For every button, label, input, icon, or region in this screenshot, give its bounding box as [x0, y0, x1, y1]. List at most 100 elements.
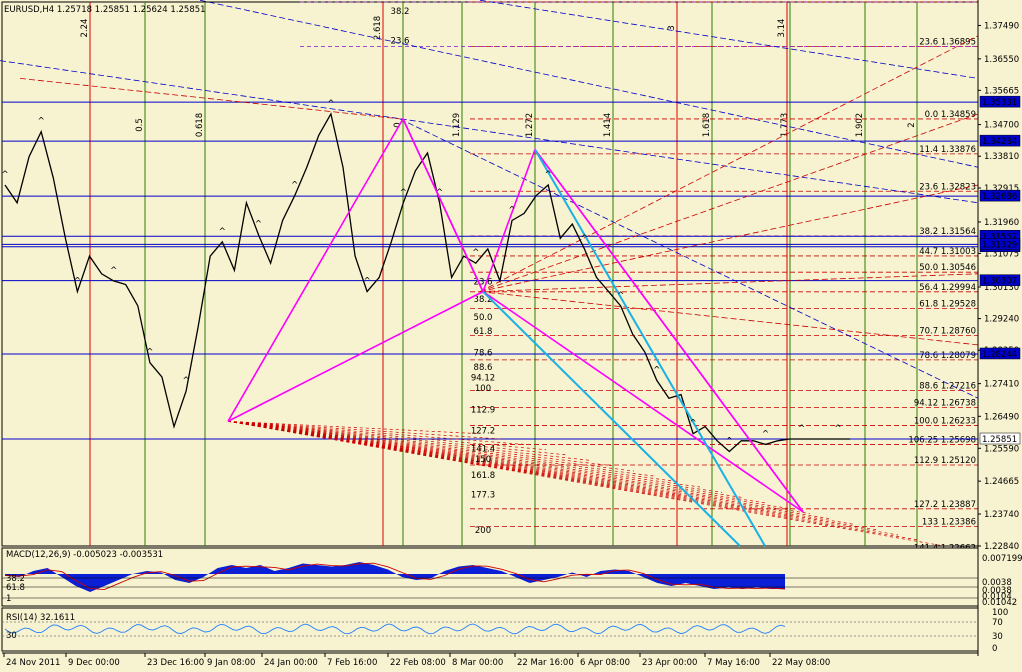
fib-level-label-16: 112.9 1.25120 — [914, 456, 976, 466]
fib-level-label-8: 56.4 1.29994 — [919, 283, 976, 293]
mid-fib-label-11: 150 — [475, 455, 491, 465]
boxed-level-1 — [979, 134, 1021, 147]
fib-level-label-10: 70.7 1.28760 — [919, 327, 976, 337]
fib-level-label-3: 11.4 1.33876 — [919, 145, 976, 155]
red-fan-14 — [227, 420, 789, 509]
top-fib-label-0: 38.2 — [391, 7, 410, 17]
boxed-level-7 — [979, 347, 1021, 360]
fib-level-label-6: 44.7 1.31003 — [919, 247, 976, 257]
red-fan-6 — [227, 420, 613, 467]
red-fan-17 — [227, 420, 855, 525]
red-fan-9 — [227, 420, 679, 483]
price-axis-bg — [978, 0, 1022, 672]
price-tick-label-3: 1.34700 — [984, 121, 1019, 131]
fractal-up-0: ^ — [1, 170, 8, 180]
fan-line-5 — [479, 35, 979, 292]
fib-level-label-5: 38.2 1.31564 — [919, 227, 976, 237]
time-tick-label-10: 23 Apr 00:00 — [642, 658, 697, 668]
rsi-line — [4, 623, 786, 635]
rsi-axis-label-0: 100 — [992, 608, 1008, 618]
fib-level-label-14: 100.0 1.26233 — [914, 416, 976, 426]
boxed-level-0 — [979, 95, 1021, 108]
time-tick-label-1: 9 Dec 00:00 — [68, 658, 120, 668]
price-tick-label-6: 1.31960 — [984, 218, 1019, 228]
fib-level-label-17: 127.2 1.23887 — [914, 500, 976, 510]
red-fan-3 — [227, 420, 547, 451]
fractal-up-21: ^ — [255, 220, 262, 230]
fractal-up-6: ^ — [74, 277, 81, 287]
ratio-line-label-9: 2 — [907, 122, 917, 127]
fan-line-6 — [479, 113, 979, 292]
boxed-level-label-5: 1.31329 — [982, 240, 1017, 250]
mid-fib-label-10: 141.4 — [471, 444, 495, 454]
price-tick-label-4: 1.33810 — [984, 152, 1019, 162]
ratio-line-label-2: 0 — [393, 122, 403, 127]
ratio-line-label-8: 1.902 — [855, 113, 865, 137]
fractal-up-57: ^ — [689, 419, 696, 429]
macd-level-label-0: 38.2 — [6, 574, 25, 584]
price-tick-label-2: 1.35665 — [984, 86, 1019, 96]
boxed-level-label-6: 1.30307 — [982, 277, 1017, 287]
fractal-up-60: ^ — [726, 436, 733, 446]
fib-level-label-1: 23.6 1.36895 — [919, 38, 976, 48]
mid-fib-label-3: 61.8 — [474, 327, 493, 337]
macd-signal-line — [4, 562, 786, 591]
ratio-line-label-12: 3 — [667, 25, 677, 30]
pattern-cd-leg — [534, 148, 804, 513]
fib-level-label-11: 78.6 1.28079 — [919, 351, 976, 361]
fan-line-1 — [199, 0, 979, 168]
rsi-title: RSI(14) 32.1611 — [6, 613, 75, 623]
rsi-axis-label-3: 0 — [992, 644, 997, 654]
macd-level-label-1: 61.8 — [6, 583, 25, 593]
mid-fib-label-0: 23.6 — [474, 277, 493, 287]
fib-level-label-4: 23.6 1.32823 — [919, 182, 976, 192]
red-fan-5 — [227, 420, 591, 461]
fib-level-label-18: 133 1.23386 — [922, 518, 976, 528]
fractal-up-63: ^ — [762, 429, 769, 439]
red-fan-2 — [227, 420, 525, 445]
price-tick-label-0: 1.37490 — [984, 21, 1019, 31]
fractal-up-51: ^ — [617, 291, 624, 301]
fib-level-label-9: 61.8 1.29528 — [919, 299, 976, 309]
rsi-axis-label-2: 30 — [992, 632, 1003, 642]
fib-level-label-15: 106.25 1.25698 — [908, 435, 976, 445]
red-fan-7 — [227, 420, 635, 472]
fractal-up-15: ^ — [183, 376, 190, 386]
macd-axis-label-1: 0.0038 — [982, 578, 1012, 588]
boxed-level-8 — [979, 432, 1021, 445]
fib-level-label-0: 38.2 1.38154 — [919, 0, 976, 3]
ratio-line-label-4: 1.272 — [525, 113, 535, 137]
ratio-line-label-5: 1.414 — [603, 113, 613, 137]
price-tick-label-16: 1.22840 — [984, 542, 1019, 552]
fan-line-2 — [399, 118, 979, 399]
ratio-line-label-11: 2.618 — [373, 16, 383, 40]
macd-axis-label-0: 0.007199 — [982, 554, 1022, 564]
boxed-level-2 — [979, 189, 1021, 202]
top-fib-label-1: 23.6 — [391, 36, 410, 46]
fractal-up-42: ^ — [508, 206, 515, 216]
rsi-panel-frame — [1, 607, 979, 652]
red-fan-4 — [227, 420, 569, 456]
rsi-left-level: 30 — [6, 631, 17, 641]
fractal-up-9: ^ — [110, 266, 117, 276]
time-tick-label-3: 9 Jan 08:00 — [207, 658, 255, 668]
fractal-up-36: ^ — [436, 188, 443, 198]
red-fan-10 — [227, 420, 701, 488]
mid-fib-label-13: 177.3 — [471, 491, 495, 501]
time-tick-label-7: 8 Mar 00:00 — [452, 658, 503, 668]
boxed-level-label-0: 1.35331 — [982, 98, 1017, 108]
fractal-up-33: ^ — [400, 188, 407, 198]
fractal-up-45: ^ — [545, 170, 552, 180]
mid-fib-label-7: 100 — [475, 384, 491, 394]
boxed-level-label-1: 1.34234 — [982, 137, 1017, 147]
pattern-bc-leg — [402, 118, 484, 292]
mid-fib-label-14: 200 — [475, 526, 491, 536]
ratio-line-label-6: 1.618 — [702, 113, 712, 137]
time-tick-label-2: 23 Dec 16:00 — [147, 658, 204, 668]
time-tick-label-4: 24 Jan 00:00 — [264, 658, 318, 668]
fractal-up-66: ^ — [798, 424, 805, 434]
mid-fib-label-8: 112.9 — [471, 405, 495, 415]
ratio-line-label-10: 2.24 — [80, 19, 90, 38]
red-fan-11 — [227, 420, 723, 493]
